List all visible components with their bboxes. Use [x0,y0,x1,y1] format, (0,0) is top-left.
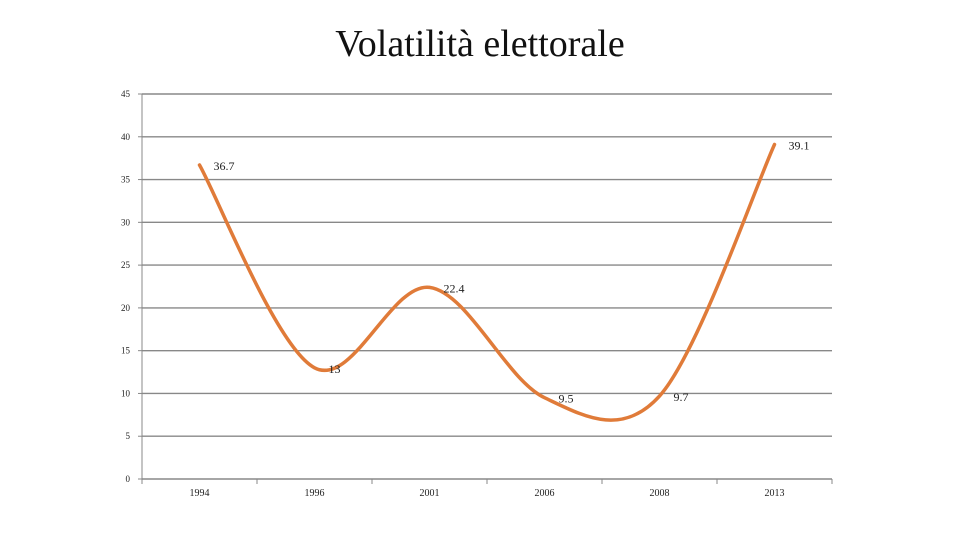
data-label: 22.4 [444,281,465,295]
x-tick-label: 2006 [535,488,555,499]
data-point [428,285,432,289]
y-tick-label: 30 [121,217,131,227]
data-label: 36.7 [214,159,235,173]
gridlines [142,93,832,437]
data-point [313,366,317,370]
series-line [197,142,777,422]
data-label: 9.7 [674,390,689,404]
data-label: 9.5 [559,392,574,406]
y-tick-label: 35 [121,175,131,185]
data-labels: 36.7 13 22.4 9.5 9.7 39.1 [214,138,810,405]
y-tick-label: 10 [121,388,131,398]
series-layer [197,142,777,422]
y-tick-label: 15 [121,346,131,356]
x-tick-label: 1996 [305,488,325,499]
x-tick-label: 2008 [650,488,670,499]
y-tick-label: 25 [121,260,131,270]
x-tick-label: 1994 [190,488,210,499]
y-tick-label: 0 [126,474,131,484]
chart-title: Volatilità elettorale [335,23,625,65]
data-label: 39.1 [789,138,810,152]
data-label: 13 [329,362,341,376]
data-point [198,163,202,167]
y-tick-label: 5 [126,431,131,441]
data-point [658,394,662,398]
y-tick-label: 45 [121,89,131,99]
y-tick-label: 40 [121,132,131,142]
axes: 0 5 10 15 20 25 30 35 40 45 1994 1996 2001 2006 2008 20… [121,89,833,499]
data-point [543,396,547,400]
y-tick-label: 20 [121,303,131,313]
x-tick-label: 2001 [420,488,440,499]
data-point [773,142,777,146]
x-tick-label: 2013 [765,488,785,499]
